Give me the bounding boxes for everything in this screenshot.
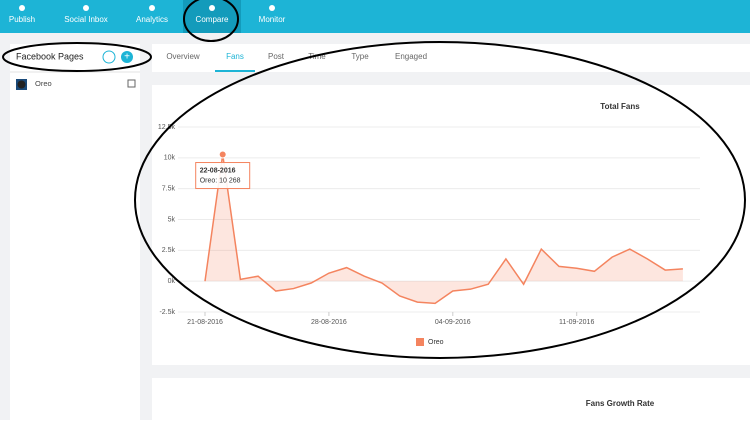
y-tick-label: 5k	[168, 216, 176, 223]
chart: -2.5k 0k 2.5k 5k 7.5k 10k 12.5k 21-08-2016 28-08…	[158, 124, 700, 346]
edit-button[interactable]	[102, 50, 116, 64]
y-tick-label: 0k	[168, 278, 176, 285]
y-tick-label: 10k	[164, 155, 176, 162]
tooltip-title: 22-08-2016	[200, 167, 236, 174]
tab[interactable]: Time	[308, 52, 326, 61]
y-tick-label: 7.5k	[162, 186, 176, 193]
sidebar-title: Facebook Pages	[16, 51, 84, 61]
annotation-ellipse	[134, 41, 746, 359]
tab[interactable]: Engaged	[395, 52, 427, 61]
checkbox[interactable]	[127, 79, 136, 88]
page-avatar-logo	[17, 80, 26, 89]
chart-card	[152, 85, 750, 365]
line	[204, 154, 683, 305]
y-tick-label: 12.5k	[158, 124, 176, 131]
add-button[interactable]	[121, 51, 133, 63]
top-bar	[0, 0, 750, 33]
nav-item[interactable]: Publish	[9, 15, 35, 24]
nav-item[interactable]: Monitor	[259, 15, 286, 24]
x-tick-label: 21-08-2016	[187, 319, 223, 326]
second-card	[152, 378, 750, 420]
tab-underline	[215, 70, 255, 72]
nav-icon	[269, 5, 275, 11]
hover-point[interactable]	[218, 150, 227, 159]
add-icon: +	[124, 52, 130, 63]
annotation-ellipse	[183, 0, 239, 42]
y-tick-label: -2.5k	[159, 309, 175, 316]
nav-icon	[19, 5, 25, 11]
legend-label: Oreo	[428, 339, 444, 346]
nav-icon	[209, 5, 215, 11]
nav-item[interactable]: Compare	[196, 15, 229, 24]
page-name[interactable]: Oreo	[35, 79, 52, 88]
tab-bar	[152, 44, 750, 72]
tab[interactable]: Fans	[226, 52, 244, 61]
x-tick-label: 28-08-2016	[311, 319, 347, 326]
y-tick-label: 2.5k	[162, 247, 176, 254]
x-tick-label: 11-09-2016	[559, 319, 594, 326]
nav-item[interactable]: Analytics	[136, 15, 168, 24]
nav: Publish Social Inbox Analytics Compare Monit…	[9, 5, 286, 24]
x-tick-label: 04-09-2016	[435, 319, 471, 326]
sidebar	[10, 44, 140, 420]
tabs: Overview Fans Post Time Type Engaged	[166, 52, 427, 72]
tab[interactable]: Overview	[166, 52, 200, 61]
tab[interactable]: Post	[268, 52, 285, 61]
chart-title: Total Fans	[600, 102, 640, 111]
legend-swatch	[416, 338, 424, 346]
nav-icon	[149, 5, 155, 11]
annotation-ellipse	[2, 42, 152, 72]
tab[interactable]: Type	[351, 52, 369, 61]
second-card-title: Fans Growth Rate	[586, 399, 655, 408]
nav-icon	[83, 5, 89, 11]
tooltip-label: Oreo: 10 268	[200, 177, 241, 184]
tooltip	[195, 162, 251, 190]
nav-item[interactable]: Social Inbox	[64, 15, 108, 24]
